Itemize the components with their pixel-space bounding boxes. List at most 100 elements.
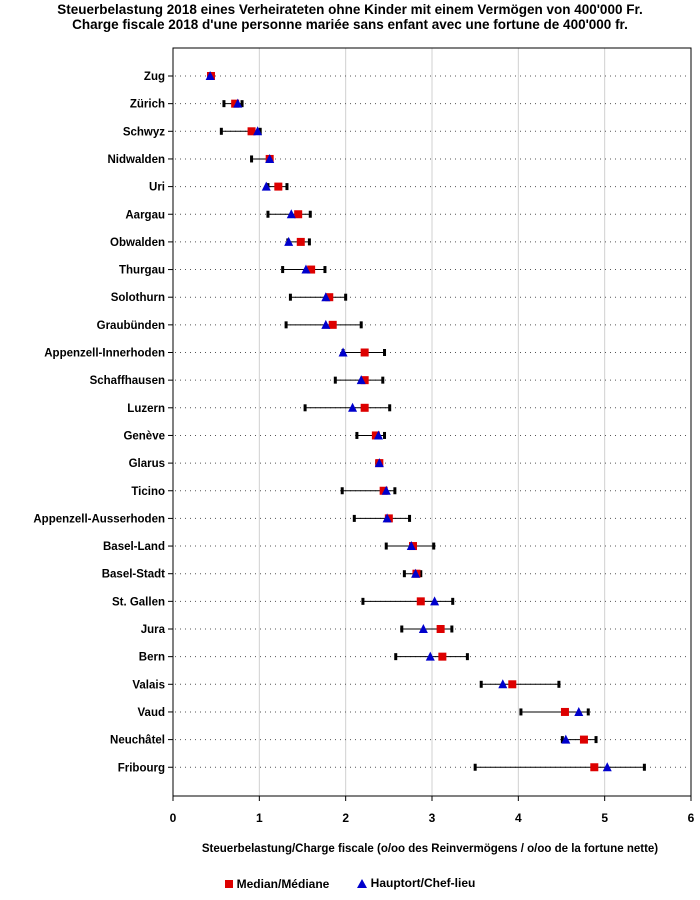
median-marker	[371, 431, 380, 440]
capital-marker	[561, 734, 571, 744]
range-max-cap	[285, 183, 289, 191]
median-marker	[360, 403, 369, 412]
range-min-cap	[519, 708, 523, 716]
range-max-cap	[594, 736, 598, 744]
range-min-cap	[281, 266, 285, 274]
median-marker	[436, 625, 445, 633]
range-max-cap	[419, 570, 423, 578]
x-tick-label: 1	[256, 811, 263, 825]
median-marker	[438, 652, 447, 661]
category-label: Bern	[139, 652, 165, 664]
x-tick-label: 6	[688, 811, 695, 825]
capital-marker	[321, 292, 331, 302]
capital-marker	[373, 430, 383, 440]
range-max-cap	[381, 376, 385, 384]
capital-marker	[286, 209, 296, 219]
category-label: Uri	[149, 182, 165, 194]
x-tick-label: 0	[170, 811, 177, 825]
legend-capital-label: Hauptort/Chef-lieu	[370, 876, 476, 890]
capital-marker	[265, 153, 275, 163]
range-max-cap	[451, 597, 455, 605]
capital-marker	[301, 264, 311, 274]
x-tick-label: 5	[601, 811, 608, 825]
capital-marker	[382, 513, 392, 523]
capital-marker	[374, 458, 384, 468]
category-label: Thurgau	[119, 265, 165, 277]
range-min-cap	[340, 487, 344, 495]
median-marker	[590, 763, 599, 772]
capital-marker	[430, 596, 440, 606]
category-label: Luzern	[127, 403, 165, 415]
capital-marker	[321, 319, 331, 329]
x-tick-label: 2	[342, 811, 349, 825]
category-label: Valais	[132, 679, 165, 691]
range-min-cap	[402, 570, 406, 578]
capital-marker	[602, 762, 612, 772]
capital-marker	[411, 568, 421, 578]
range-max-cap	[450, 625, 454, 633]
category-label: Appenzell-Innerhoden	[44, 348, 165, 360]
category-label: Obwalden	[110, 237, 165, 249]
range-max-cap	[408, 514, 412, 522]
range-min-cap	[284, 321, 288, 329]
range-max-cap	[383, 349, 387, 356]
range-min-cap	[384, 542, 388, 550]
capital-marker	[233, 98, 243, 108]
range-max-cap	[323, 266, 327, 274]
category-label: Zürich	[130, 99, 165, 111]
median-marker	[508, 680, 517, 689]
range-max-cap	[240, 100, 244, 108]
capital-marker	[406, 541, 416, 551]
category-label: Basel-Land	[103, 541, 165, 553]
median-marker	[379, 486, 388, 495]
range-max-cap	[359, 321, 363, 329]
chart-title-line-2: Charge fiscale 2018 d'une personne marié…	[72, 17, 628, 32]
median-marker	[360, 376, 369, 385]
range-min-cap	[473, 763, 477, 771]
category-label: Zug	[144, 71, 165, 83]
x-tick-label: 3	[429, 811, 436, 825]
range-max-cap	[586, 708, 590, 716]
range-min-cap	[361, 597, 365, 605]
range-max-cap	[308, 210, 312, 218]
range-max-cap	[383, 431, 387, 439]
range-max-cap	[307, 238, 311, 246]
range-min-cap	[400, 625, 404, 633]
range-max-cap	[258, 127, 262, 135]
category-label: Graubünden	[97, 320, 165, 332]
median-marker	[360, 348, 369, 357]
x-tick-label: 4	[515, 811, 522, 825]
tax-burden-chart: 0 1 2 3 4 5 6 Zug Zürich Schwyz Nidwalden Uri Aargau…	[33, 47, 695, 825]
range-max-cap	[465, 653, 469, 661]
category-label: Nidwalden	[107, 154, 165, 166]
range-max-cap	[344, 293, 348, 301]
range-max-cap	[432, 542, 436, 550]
capital-marker	[418, 624, 428, 633]
range-max-cap	[393, 487, 397, 495]
median-marker	[231, 99, 240, 108]
category-label: Aargau	[125, 209, 165, 221]
legend-item-capital: Hauptort/Chef-lieu	[356, 876, 476, 890]
category-label: Basel-Stadt	[102, 569, 165, 581]
category-label: Glarus	[129, 458, 165, 470]
median-marker-icon	[224, 879, 233, 888]
category-label: Schwyz	[123, 126, 165, 138]
legend: Median/Médiane Hauptort/Chef-lieu	[0, 876, 700, 891]
range-min-cap	[219, 127, 223, 135]
range-min-cap	[222, 100, 226, 108]
category-label: Schaffhausen	[90, 375, 165, 387]
range-min-cap	[288, 293, 292, 301]
capital-marker	[284, 236, 294, 246]
median-marker	[325, 293, 334, 302]
range-min-cap	[560, 736, 564, 744]
x-axis-label: Steuerbelastung/Charge fiscale (o/oo des…	[201, 843, 659, 855]
median-marker	[294, 210, 303, 219]
median-marker	[307, 265, 316, 274]
median-marker	[416, 597, 425, 606]
range-min-cap	[250, 155, 254, 163]
category-label: St. Gallen	[112, 596, 165, 608]
capital-marker-icon	[356, 878, 367, 888]
category-label: Fribourg	[118, 762, 165, 774]
capital-marker	[498, 679, 508, 689]
category-label: Ticino	[131, 486, 165, 498]
